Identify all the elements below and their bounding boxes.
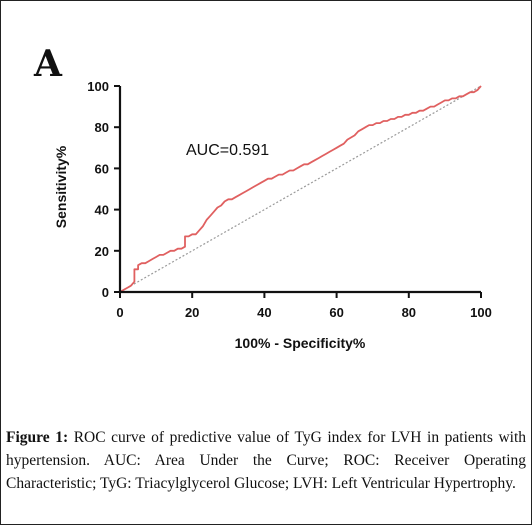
x-tick-label: 40 xyxy=(257,305,271,320)
x-tick-label: 60 xyxy=(329,305,343,320)
y-axis-label: Sensitivity% xyxy=(53,145,69,228)
y-tick-label: 100 xyxy=(87,79,109,94)
x-tick-label: 20 xyxy=(185,305,199,320)
y-tick-label: 80 xyxy=(95,120,109,135)
x-tick-label: 100 xyxy=(470,305,492,320)
caption-label: Figure 1: xyxy=(6,429,69,446)
y-tick-label: 40 xyxy=(95,203,109,218)
x-axis-label: 100% - Specificity% xyxy=(235,335,366,351)
roc-curve-line xyxy=(119,85,482,293)
auc-annotation: AUC=0.591 xyxy=(186,142,269,159)
caption-text: ROC curve of predictive value of TyG ind… xyxy=(6,429,526,492)
reference-diagonal xyxy=(119,85,482,293)
roc-chart: 0 20 40 60 80 100 0 20 40 60 80 100 AUC=0.591 100% … xyxy=(53,79,492,351)
y-tick-label: 20 xyxy=(95,244,109,259)
y-tick-label: 0 xyxy=(102,285,109,300)
panel-label: A xyxy=(34,43,62,85)
figure-caption: Figure 1: ROC curve of predictive value … xyxy=(6,426,526,495)
x-tick-label: 80 xyxy=(402,305,416,320)
y-tick-label: 60 xyxy=(95,161,109,176)
x-tick-label: 0 xyxy=(116,305,123,320)
